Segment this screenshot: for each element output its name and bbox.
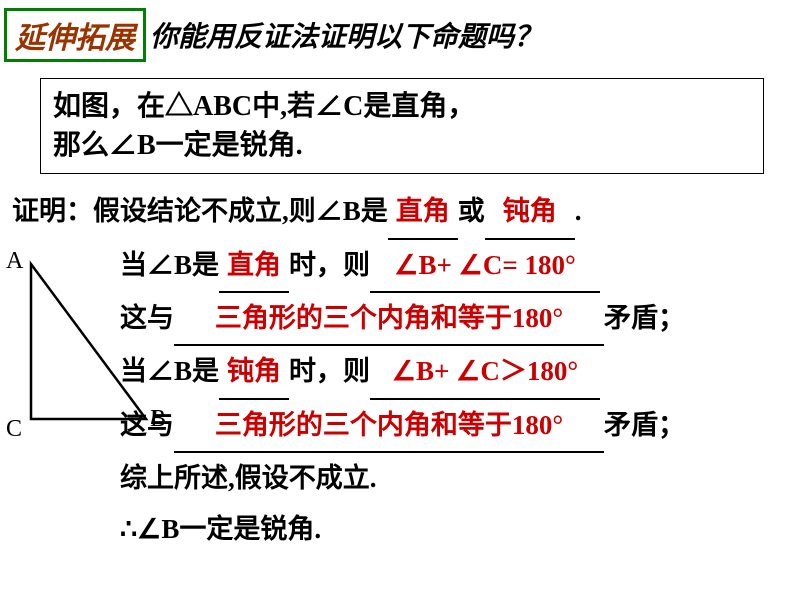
proof-line-4: 当∠B是钝角时，则∠B+ ∠C＞180° xyxy=(120,346,782,399)
blank-theorem-2: 三角形的三个内角和等于180° xyxy=(174,400,604,453)
proof-text: 或 xyxy=(458,196,485,226)
proof-line-6: 综上所述,假设不成立. xyxy=(120,453,782,504)
proof-text: . xyxy=(575,196,582,226)
blank-equation-1: ∠B+ ∠C= 180° xyxy=(370,240,600,293)
blank-obtuse-2: 钝角 xyxy=(219,346,289,399)
proof-line-1: 证明：假设结论不成立,则∠B是直角或钝角. xyxy=(12,186,782,239)
blank-theorem-1: 三角形的三个内角和等于180° xyxy=(174,293,604,346)
vertex-a-label: A xyxy=(6,248,23,275)
triangle-figure: A B C xyxy=(6,244,156,439)
statement-line-2: 那么∠B一定是锐角. xyxy=(53,126,751,165)
blank-obtuse-angle: 钝角 xyxy=(485,186,575,239)
header: 延伸拓展 你能用反证法证明以下命题吗？ xyxy=(0,0,794,72)
proof-text: 时，则 xyxy=(289,250,370,280)
proof-line-7: ∴∠B一定是锐角. xyxy=(120,504,782,555)
extension-badge: 延伸拓展 xyxy=(4,8,146,62)
proof-text: 矛盾； xyxy=(604,410,685,440)
proof-text: 时，则 xyxy=(289,356,370,386)
statement-line-1: 如图，在△ABC中,若∠C是直角， xyxy=(53,87,751,126)
proof-text: 矛盾； xyxy=(604,303,685,333)
proof-line-5: 这与三角形的三个内角和等于180°矛盾； xyxy=(120,400,782,453)
triangle-svg xyxy=(6,244,156,439)
problem-statement-box: 如图，在△ABC中,若∠C是直角， 那么∠B一定是锐角. xyxy=(40,78,764,174)
blank-right-angle: 直角 xyxy=(388,186,458,239)
vertex-c-label: C xyxy=(6,416,22,443)
vertex-b-label: B xyxy=(150,406,166,433)
proof-line-2: 当∠B是直角时，则∠B+ ∠C= 180° xyxy=(120,240,782,293)
header-question: 你能用反证法证明以下命题吗？ xyxy=(150,15,542,55)
proof-line-3: 这与三角形的三个内角和等于180°矛盾； xyxy=(120,293,782,346)
blank-equation-2: ∠B+ ∠C＞180° xyxy=(370,346,600,399)
proof-text: 证明：假设结论不成立,则∠B是 xyxy=(12,196,388,226)
blank-right-angle-2: 直角 xyxy=(219,240,289,293)
